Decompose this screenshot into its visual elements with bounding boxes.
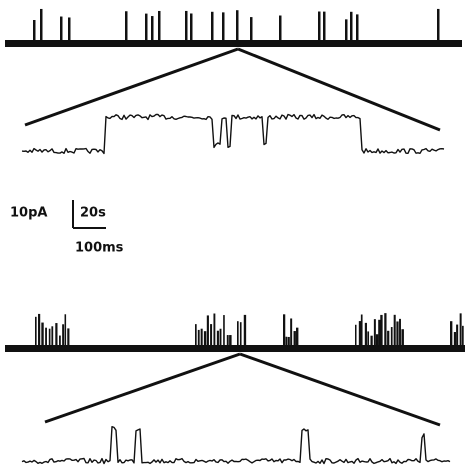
event <box>459 313 462 347</box>
event <box>190 13 193 42</box>
event <box>40 8 43 43</box>
event <box>64 314 67 347</box>
event <box>216 330 219 347</box>
event <box>55 323 58 347</box>
event <box>223 315 225 347</box>
event <box>396 321 399 347</box>
event <box>48 328 51 347</box>
event <box>387 330 390 347</box>
event <box>323 11 326 42</box>
event <box>358 321 362 347</box>
event <box>279 15 282 42</box>
event <box>355 324 357 347</box>
event <box>285 336 288 347</box>
event <box>370 335 373 347</box>
event <box>375 334 379 347</box>
event <box>35 316 37 347</box>
event <box>393 314 396 347</box>
scale-current: 10pA <box>10 206 47 221</box>
event <box>151 16 154 42</box>
event <box>219 328 222 347</box>
event <box>206 315 209 347</box>
event <box>239 322 242 347</box>
current-trace <box>21 426 451 465</box>
top-baseline <box>5 40 462 47</box>
event <box>41 322 44 347</box>
event <box>350 11 353 42</box>
event <box>373 319 376 347</box>
event <box>283 314 286 347</box>
event <box>287 336 290 347</box>
event <box>243 314 247 347</box>
event <box>195 324 197 347</box>
zoom-line <box>44 352 241 424</box>
event <box>38 313 41 347</box>
event <box>453 332 456 347</box>
event <box>60 16 63 42</box>
event <box>380 314 383 347</box>
event <box>68 17 71 42</box>
event <box>345 19 348 42</box>
event <box>384 313 387 347</box>
zoom-line <box>239 352 441 427</box>
event <box>290 318 293 347</box>
traces <box>5 8 465 465</box>
event <box>399 318 401 347</box>
event <box>356 14 359 42</box>
bottom-baseline <box>5 345 465 352</box>
event <box>197 329 200 347</box>
event <box>33 19 36 42</box>
event <box>185 10 188 42</box>
event <box>237 321 239 347</box>
event <box>367 331 370 347</box>
event <box>213 313 216 347</box>
event <box>462 325 464 347</box>
event <box>158 10 161 42</box>
event <box>51 326 54 347</box>
event <box>203 331 207 347</box>
event <box>229 335 232 347</box>
event <box>211 11 214 42</box>
event <box>437 8 440 42</box>
scale-fast-time: 100ms <box>75 241 124 256</box>
event <box>364 322 367 347</box>
event <box>250 17 253 42</box>
event <box>59 335 61 347</box>
event <box>45 327 47 347</box>
event <box>62 324 65 347</box>
event <box>222 12 225 42</box>
event <box>450 321 453 347</box>
event <box>236 10 239 43</box>
event <box>456 324 459 347</box>
event <box>390 327 393 347</box>
zoom-line <box>24 47 239 127</box>
scale-slow-time: 20s <box>80 206 106 221</box>
event <box>210 324 213 347</box>
event <box>318 11 321 42</box>
event <box>200 328 203 347</box>
event <box>378 319 381 347</box>
event <box>360 314 363 347</box>
current-trace <box>21 113 445 155</box>
event <box>145 13 148 42</box>
event <box>293 331 296 347</box>
event <box>296 327 299 347</box>
event <box>226 335 229 347</box>
event <box>401 329 404 347</box>
zoom-line <box>237 47 441 132</box>
event <box>125 11 128 43</box>
event <box>67 328 70 347</box>
